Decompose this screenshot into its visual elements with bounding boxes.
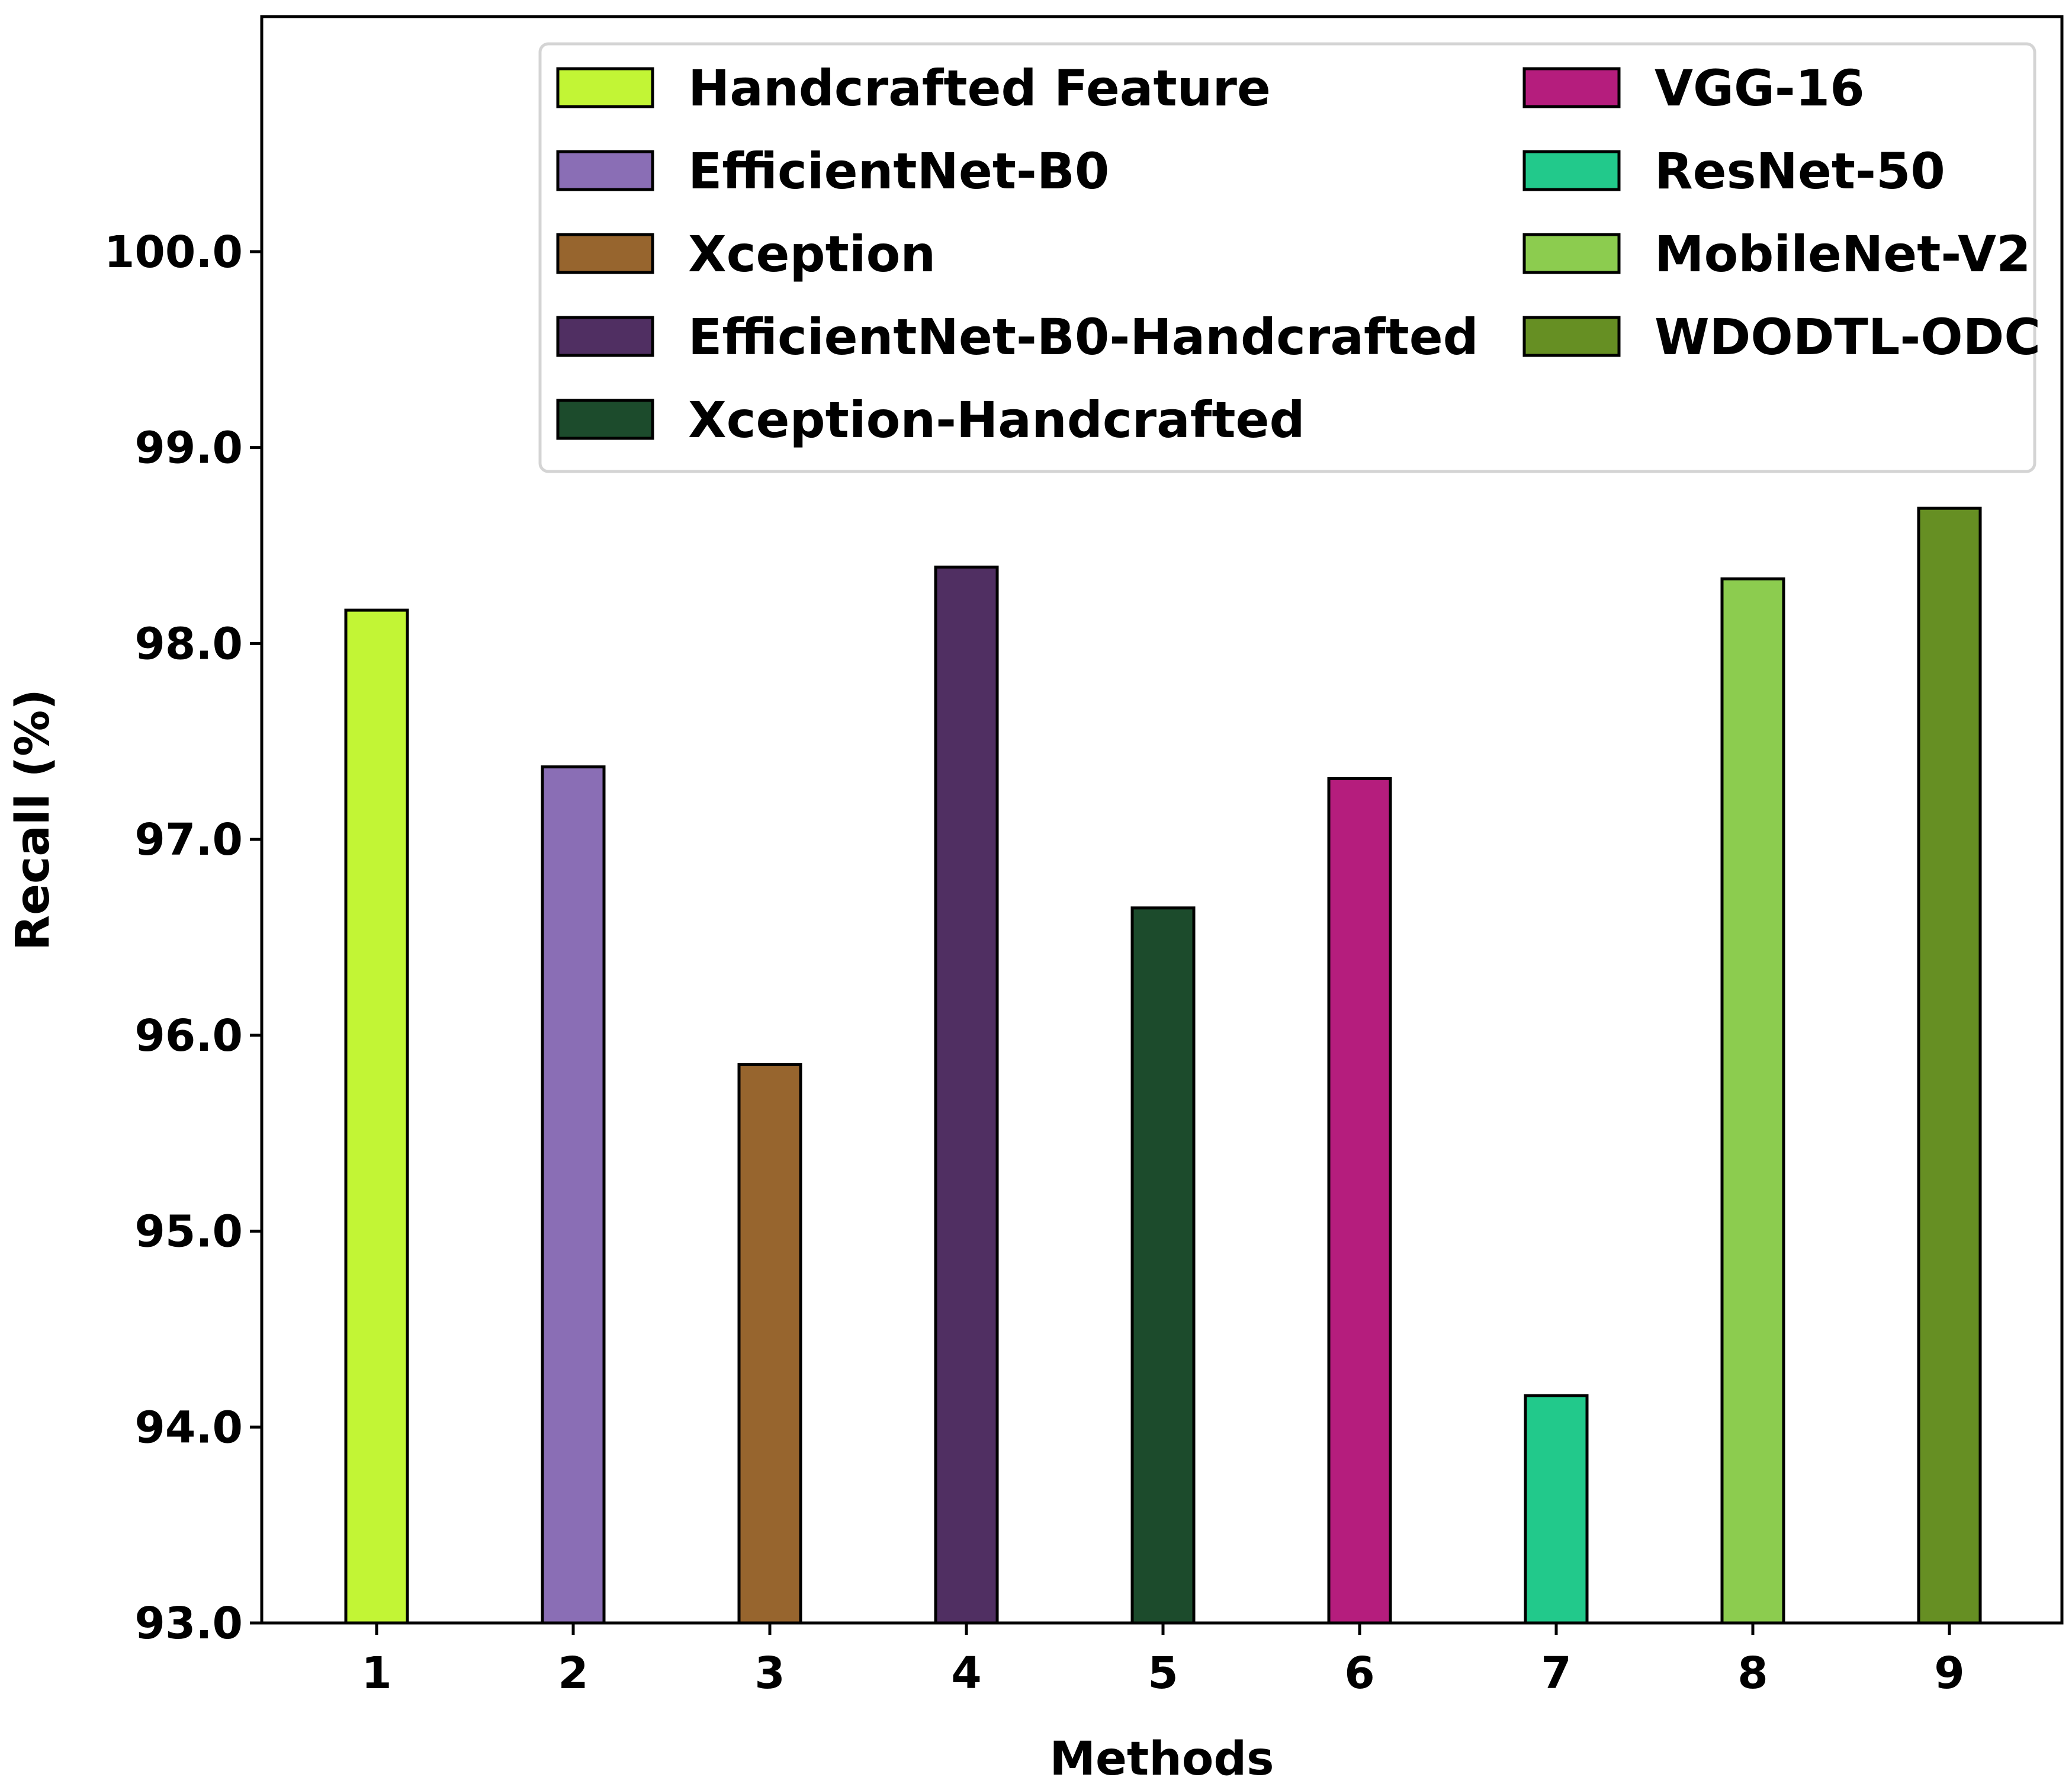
bar-2 <box>541 765 606 1625</box>
y-tick-label: 93.0 <box>134 1598 243 1649</box>
legend-swatch <box>1522 67 1621 108</box>
legend-swatch <box>556 150 654 191</box>
y-tick-label: 94.0 <box>134 1402 243 1453</box>
legend-label: ResNet-50 <box>1655 142 1945 200</box>
bar-4 <box>934 565 999 1625</box>
x-tick-label: 8 <box>1737 1648 1768 1699</box>
x-axis-label: Methods <box>1049 1733 1274 1786</box>
legend-label: Xception <box>688 225 936 283</box>
legend: Handcrafted Feature EfficientNet-B0 Xcepti… <box>538 42 2041 473</box>
y-tick-label: 98.0 <box>134 618 243 669</box>
bar-3 <box>737 1063 802 1625</box>
legend-label: Handcrafted Feature <box>688 59 1271 117</box>
bar-9 <box>1917 506 1982 1625</box>
legend-label: EfficientNet-B0-Handcrafted <box>688 308 1479 366</box>
x-tick-label: 3 <box>754 1648 785 1699</box>
x-tick-label: 4 <box>951 1648 982 1699</box>
x-axis-ticks: 1 2 3 4 5 6 7 8 9 <box>361 1623 1965 1699</box>
bars-group <box>344 506 1982 1625</box>
y-axis-ticks: 93.0 94.0 95.0 96.0 97.0 98.0 99.0 100.0 <box>104 227 262 1649</box>
x-tick-label: 7 <box>1541 1648 1572 1699</box>
legend-label: WDODTL-ODC <box>1655 308 2041 366</box>
legend-swatch <box>556 316 654 357</box>
legend-swatch <box>556 67 654 108</box>
y-tick-label: 96.0 <box>134 1011 243 1061</box>
x-tick-label: 2 <box>558 1648 589 1699</box>
bar-6 <box>1327 777 1392 1625</box>
y-tick-label: 100.0 <box>104 227 243 278</box>
y-tick-label: 99.0 <box>134 423 243 474</box>
legend-label: VGG-16 <box>1655 59 1865 117</box>
legend-swatch <box>556 399 654 440</box>
legend-swatch <box>1522 316 1621 357</box>
x-tick-label: 9 <box>1934 1648 1965 1699</box>
bar-5 <box>1130 906 1196 1625</box>
x-tick-label: 1 <box>361 1648 392 1699</box>
legend-frame <box>538 42 2036 473</box>
y-tick-label: 97.0 <box>134 814 243 865</box>
legend-swatch <box>1522 150 1621 191</box>
y-tick-label: 95.0 <box>134 1207 243 1258</box>
x-tick-label: 5 <box>1148 1648 1178 1699</box>
legend-label: MobileNet-V2 <box>1655 225 2031 283</box>
bar-7 <box>1524 1394 1589 1625</box>
bar-1 <box>344 608 409 1625</box>
x-tick-label: 6 <box>1344 1648 1375 1699</box>
legend-swatch <box>1522 233 1621 274</box>
y-axis-label: Recall (%) <box>7 689 60 951</box>
legend-label: Xception-Handcrafted <box>688 391 1305 449</box>
legend-label: EfficientNet-B0 <box>688 142 1109 200</box>
legend-swatch <box>556 233 654 274</box>
bar-8 <box>1720 577 1785 1625</box>
